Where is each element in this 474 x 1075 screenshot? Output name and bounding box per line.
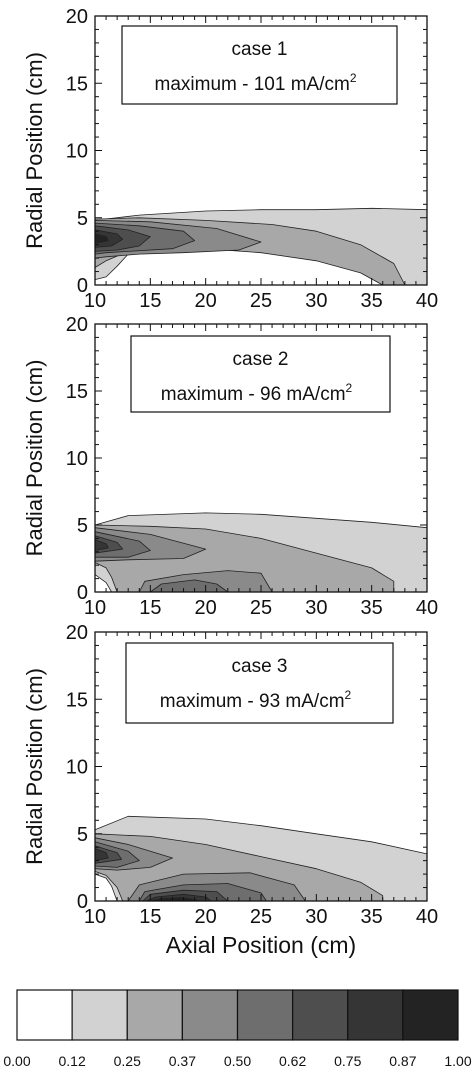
contour-panel-2: 10 15 20 25 30 35 40 0 5 10 15 20 Radial Position (c…	[22, 314, 438, 619]
contour-panel-1: 10 15 20 25 30 35 40 0 5 10 15 20 Radial Position (c…	[22, 6, 438, 312]
y-tick-label: 15	[66, 73, 88, 95]
x-tick-label: 25	[250, 906, 272, 928]
unit-exponent: 2	[346, 381, 353, 395]
colorbar-swatch	[292, 989, 349, 1041]
colorbar-swatch	[71, 989, 128, 1041]
x-tick-label: 20	[195, 290, 217, 312]
x-tick-label: 10	[84, 290, 106, 312]
x-tick-label: 15	[139, 597, 161, 619]
colorbar-tick-label: 0.37	[169, 1053, 196, 1069]
x-tick-label: 25	[250, 597, 272, 619]
colorbar-tick-label: 0.00	[3, 1053, 30, 1069]
x-tick-label: 30	[305, 290, 327, 312]
contour-panel-3: 10 15 20 25 30 35 40 0 5 10 15 20 Radial Position (c…	[22, 622, 438, 958]
annotation-frame	[130, 335, 391, 413]
annotation-box: case 1 maximum - 101 mA/cm2	[121, 25, 398, 105]
x-tick-label: 40	[416, 290, 438, 312]
y-tick-label: 0	[77, 891, 88, 913]
y-tick-label: 15	[66, 381, 88, 403]
x-tick-label: 35	[361, 597, 383, 619]
case-label: case 2	[233, 349, 289, 370]
x-tick-label: 10	[84, 906, 106, 928]
colorbar-tick-label: 0.87	[389, 1053, 416, 1069]
annotation-frame	[125, 642, 394, 724]
y-tick-label: 20	[66, 314, 88, 336]
y-axis-label: Radial Position (cm)	[22, 360, 47, 557]
x-axis: 10 15 20 25 30 35 40	[84, 16, 438, 312]
y-tick-label: 5	[77, 208, 88, 230]
y-axis: 0 5 10 15 20	[66, 622, 427, 913]
x-tick-label: 40	[416, 597, 438, 619]
colorbar-tick-label: 0.50	[224, 1053, 251, 1069]
x-tick-label: 35	[361, 906, 383, 928]
colorbar-swatch	[126, 989, 183, 1041]
x-axis: 10 15 20 25 30 35 40	[84, 324, 438, 619]
x-tick-label: 40	[416, 906, 438, 928]
case-label: case 3	[232, 656, 288, 677]
maximum-label: maximum - 93 mA/cm2	[160, 688, 352, 712]
y-axis-label: Radial Position (cm)	[22, 668, 47, 865]
contour-regions	[94, 512, 428, 593]
x-axis-label: Axial Position (cm)	[166, 932, 356, 958]
y-tick-label: 20	[66, 622, 88, 644]
case-label: case 1	[232, 39, 288, 60]
colorbar-swatch	[402, 989, 459, 1041]
y-tick-label: 20	[66, 6, 88, 28]
maximum-label: maximum - 96 mA/cm2	[161, 381, 353, 405]
annotation-frame	[121, 25, 398, 105]
y-tick-label: 10	[66, 757, 88, 779]
y-tick-label: 0	[77, 582, 88, 604]
x-axis: 10 15 20 25 30 35 40	[84, 632, 438, 928]
annotation-box: case 3 maximum - 93 mA/cm2	[125, 642, 394, 724]
colorbar-swatch	[236, 989, 294, 1041]
y-tick-label: 5	[77, 515, 88, 537]
colorbar-swatch	[16, 989, 73, 1041]
y-tick-label: 15	[66, 689, 88, 711]
colorbar-tick-label: 0.75	[334, 1053, 361, 1069]
annotation-box: case 2 maximum - 96 mA/cm2	[130, 335, 391, 413]
x-tick-label: 35	[361, 290, 383, 312]
colorbar-swatch	[181, 989, 239, 1041]
colorbar-tick-label: 0.25	[114, 1053, 141, 1069]
x-tick-label: 10	[84, 597, 106, 619]
x-tick-label: 30	[305, 906, 327, 928]
x-tick-label: 25	[250, 290, 272, 312]
y-tick-label: 10	[66, 448, 88, 470]
unit-exponent: 2	[350, 71, 357, 85]
y-tick-label: 5	[77, 824, 88, 846]
y-axis: 0 5 10 15 20	[66, 314, 427, 604]
contour-regions	[94, 815, 428, 902]
colorbar: 0.00 0.12 0.25 0.37 0.50 0.62 0.75 0.87 1.00	[3, 989, 472, 1069]
x-tick-label: 15	[139, 906, 161, 928]
colorbar-tick-label: 0.12	[59, 1053, 86, 1069]
colorbar-tick-label: 0.62	[279, 1053, 306, 1069]
y-tick-label: 0	[77, 275, 88, 297]
x-tick-label: 15	[139, 290, 161, 312]
maximum-label: maximum - 101 mA/cm2	[155, 71, 357, 95]
x-tick-label: 20	[195, 906, 217, 928]
colorbar-swatch	[347, 989, 404, 1041]
colorbar-tick-label: 1.00	[444, 1053, 471, 1069]
y-axis-label: Radial Position (cm)	[22, 52, 47, 249]
y-tick-label: 10	[66, 141, 88, 163]
x-tick-label: 30	[305, 597, 327, 619]
contour-regions	[94, 207, 428, 286]
y-axis: 0 5 10 15 20	[66, 6, 427, 297]
x-tick-label: 20	[195, 597, 217, 619]
unit-exponent: 2	[345, 688, 352, 702]
